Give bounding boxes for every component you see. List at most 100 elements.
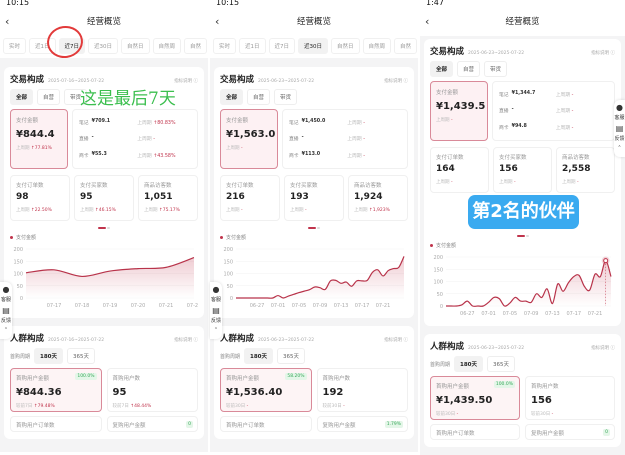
cmp-label: 上周期 [347,120,362,126]
breakdown-row: 直播 - 上周期 - [499,107,608,114]
share-badge: 100.0% [493,381,515,388]
filter-button[interactable]: 全部 [10,89,34,105]
tab-period[interactable]: 自然日 [121,38,150,54]
main-metric-card[interactable]: 支付金额 ¥1,563.0 上周期 - [220,109,278,169]
x-tick-label: 07-18 [75,303,90,309]
feedback-button[interactable]: ▤ 反馈 [210,306,222,324]
stat-card[interactable]: 商品访客数 1,924 上周期 ↑1,923% [348,175,408,221]
metric-help-link[interactable]: 指标说明 ⓘ [384,79,408,84]
filter-button[interactable]: 带货 [64,89,88,105]
tab-period[interactable]: 近30日 [88,38,119,54]
stat-card[interactable]: 支付买家数 193 上周期 - [284,175,344,221]
crowd-card[interactable]: 复购用户金额 1.79% [316,416,408,432]
breakdown-row: 直播 - 上周期 - [289,135,401,142]
cmp-label: 上周期 [555,109,571,115]
metric-help-link[interactable]: 指标说明 ⓘ [384,338,408,343]
filter-button[interactable]: 带货 [274,89,298,105]
back-icon[interactable]: ‹ [425,15,430,28]
payment-chart[interactable]: 0 50 100 150 200 07-17 07-18 07-19 07-20 07-21 07-… [10,244,198,310]
phone-screen: 10:15 ‹ 经营概览 实时 近1日 近7日 近30日 自然日 自然周 自然 交易构成 202… [0,0,208,452]
stat-card[interactable]: 支付买家数 156 上周期 - [493,147,552,193]
metric-help-link[interactable]: 指标说明 ⓘ [174,79,198,84]
crowd-card[interactable]: 首购用户订单数 [10,416,102,432]
filter-button[interactable]: 带货 [484,61,508,77]
period-button[interactable]: 180天 [34,348,63,364]
app-header: ‹ 经营概览 [0,12,208,36]
collapse-icon[interactable]: ⌃ [617,145,622,151]
tab-period[interactable]: 近7日 [268,38,296,54]
feedback-button[interactable]: ▤ 反馈 [614,124,625,142]
back-icon[interactable]: ‹ [215,15,220,28]
section-title: 人群构成 [430,342,465,352]
crowd-card[interactable]: 复购用户金额 0 [106,416,198,432]
stat-card[interactable]: 支付订单数 98 上周期 ↑22.50% [10,175,70,221]
stat-card[interactable]: 支付买家数 95 上周期 ↑46.15% [74,175,134,221]
tab-period[interactable]: 近30日 [298,38,329,54]
series-line [235,256,405,299]
main-metric-card[interactable]: 支付金额 ¥1,439.5 上周期 - [430,81,488,141]
stat-card[interactable]: 商品访客数 2,558 上周期 - [556,147,615,193]
period-label: 首购周期 [220,353,241,360]
filter-button[interactable]: 自营 [37,89,61,105]
period-button[interactable]: 365天 [487,356,515,372]
stat-card[interactable]: 支付订单数 164 上周期 - [430,147,489,193]
payment-chart[interactable]: 0 50 100 150 200 06-27 07-01 07-05 07-09 07-13 07-… [220,244,408,310]
crowd-card[interactable]: 首购用户数 192 较前30日 - [316,368,408,412]
y-tick-label: 0 [20,296,23,302]
tab-period[interactable]: 自然周 [362,38,392,54]
crowd-value: 156 [531,395,552,406]
status-time: 1:47 [426,0,444,7]
crowd-card[interactable]: 复购用户金额 0 [525,424,615,440]
x-tick-label: 07-17 [47,303,62,309]
tab-period[interactable]: 近1日 [239,38,266,54]
metric-help-link[interactable]: 指标说明 ⓘ [591,346,615,351]
main-metric-card[interactable]: 支付金额 ¥844.4 上周期 ↑77.81% [10,109,68,169]
status-bar: 1:47 [420,0,625,12]
crowd-value: 95 [112,387,127,398]
date-range: 2025-06-23~2025-07-22 [258,338,315,343]
filter-button[interactable]: 自营 [457,61,481,77]
crowd-card[interactable]: 首购用户订单数 [430,424,520,440]
period-button[interactable]: 365天 [67,348,95,364]
crowd-card[interactable]: 首购用户金额 100.0% ¥844.36 较前7日 ↑79.48% [10,368,102,412]
period-button[interactable]: 365天 [277,348,305,364]
tab-period[interactable]: 自然日 [331,38,360,54]
breakdown-name: 直播 [499,109,509,115]
y-tick-label: 100 [433,280,443,286]
tab-period[interactable]: 近1日 [29,38,56,54]
customer-service-button[interactable]: ● 客服 [210,285,222,303]
tab-period[interactable]: 实时 [3,38,27,54]
share-badge: 1.79% [384,421,403,428]
customer-service-button[interactable]: ● 客服 [614,103,625,121]
back-icon[interactable]: ‹ [5,15,10,28]
payment-chart[interactable]: 0 50 100 150 200 06-27 07-01 07-05 07-09 07-13 07-… [430,252,615,318]
collapse-icon[interactable]: ⌃ [213,327,219,333]
period-button[interactable]: 180天 [244,348,273,364]
crowd-card[interactable]: 首购用户数 95 较前7日 ↑48.44% [106,368,198,412]
filter-button[interactable]: 全部 [430,61,454,77]
crowd-card[interactable]: 首购用户金额 58.20% ¥1,536.40 较前30日 - [220,368,312,412]
tab-period[interactable]: 自然 [394,38,418,54]
filter-button[interactable]: 自营 [247,89,271,105]
metric-help-link[interactable]: 指标说明 ⓘ [174,338,198,343]
filter-button[interactable]: 全部 [220,89,244,105]
stat-card[interactable]: 商品访客数 1,051 上周期 ↑75.17% [138,175,198,221]
cmp-value: - [571,126,574,132]
customer-service-button[interactable]: ● 客服 [0,285,12,303]
tab-period[interactable]: 自然周 [152,38,182,54]
period-button[interactable]: 180天 [454,356,483,372]
x-tick-label: 07-22 [187,303,198,309]
breakdown-row: 商卡 ¥113.0 上周期 - [289,152,401,159]
tab-period[interactable]: 实时 [213,38,237,54]
cmp-label: 上周期 [144,208,158,213]
stat-card[interactable]: 支付订单数 216 上周期 - [220,175,280,221]
tab-period[interactable]: 自然 [184,38,208,54]
tab-period[interactable]: 近7日 [58,38,86,54]
feedback-button[interactable]: ▤ 反馈 [0,306,12,324]
crowd-card[interactable]: 首购用户订单数 [220,416,312,432]
metric-help-link[interactable]: 指标说明 ⓘ [591,51,615,56]
collapse-icon[interactable]: ⌃ [3,327,9,333]
crowd-card[interactable]: 首购用户数 156 较前30日 - [525,376,615,420]
crowd-card[interactable]: 首购用户金额 100.0% ¥1,439.50 较前30日 - [430,376,520,420]
breakdown-box: 笔记 ¥1,344.7 上周期 - 直播 - 上周期 - 商卡 ¥94.8 上周期 - [492,81,615,141]
